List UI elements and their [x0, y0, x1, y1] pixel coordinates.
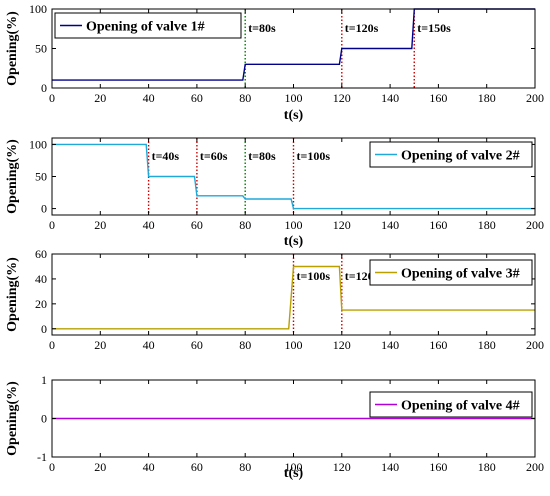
legend: Opening of valve 2#: [369, 141, 533, 168]
event-label: t=80s: [248, 149, 276, 163]
x-tick-label: 60: [191, 218, 203, 232]
y-axis-title: Opening(%): [5, 257, 20, 332]
x-tick-label: 160: [429, 460, 447, 474]
x-tick-label: 0: [49, 338, 55, 352]
x-tick-label: 200: [526, 91, 544, 105]
x-tick-label: 140: [381, 460, 399, 474]
y-tick-label: 20: [35, 297, 47, 311]
x-tick-label: 80: [239, 460, 251, 474]
y-axis-title: Opening(%): [5, 11, 20, 86]
x-tick-label: 80: [239, 218, 251, 232]
x-tick-label: 100: [285, 460, 303, 474]
event-label: t=120s: [345, 21, 379, 35]
x-tick-label: 140: [381, 338, 399, 352]
event-label: t=40s: [152, 149, 180, 163]
x-tick-label: 60: [191, 338, 203, 352]
x-tick-label: 20: [94, 218, 106, 232]
x-tick-label: 180: [478, 218, 496, 232]
x-tick-label: 160: [429, 91, 447, 105]
x-tick-label: 120: [333, 338, 351, 352]
x-tick-label: 100: [285, 91, 303, 105]
x-tick-label: 160: [429, 338, 447, 352]
x-tick-label: 40: [143, 338, 155, 352]
series-line-1: [52, 8, 535, 81]
y-tick-label: 40: [35, 272, 47, 286]
event-label: t=150s: [417, 21, 451, 35]
legend: Opening of valve 4#: [369, 391, 533, 418]
y-axis-title: Opening(%): [5, 139, 20, 214]
x-tick-label: 40: [143, 91, 155, 105]
x-axis-title: t(s): [284, 466, 304, 481]
x-axis-title: t(s): [284, 234, 304, 249]
x-tick-label: 200: [526, 218, 544, 232]
x-tick-label: 120: [333, 91, 351, 105]
x-tick-label: 40: [143, 460, 155, 474]
event-label: t=100s: [297, 269, 331, 283]
x-tick-label: 20: [94, 338, 106, 352]
x-tick-label: 200: [526, 338, 544, 352]
event-label: t=100s: [297, 149, 331, 163]
y-tick-label: 0: [41, 202, 47, 216]
panel-4: 0 20 40 60 80 100 120 140 160 180 200-101Opening(%…: [5, 373, 544, 481]
y-axis-title: Opening(%): [5, 381, 20, 456]
x-tick-label: 40: [143, 218, 155, 232]
x-tick-label: 180: [478, 460, 496, 474]
y-tick-label: 50: [35, 170, 47, 184]
legend-entry: Opening of valve 1#: [86, 20, 205, 35]
x-axis-title: t(s): [284, 108, 304, 123]
x-tick-label: 100: [285, 218, 303, 232]
legend-box: [54, 12, 242, 39]
y-tick-label: 100: [29, 137, 47, 151]
x-tick-label: 20: [94, 460, 106, 474]
x-tick-label: 140: [381, 218, 399, 232]
x-tick-label: 60: [191, 460, 203, 474]
x-tick-label: 120: [333, 218, 351, 232]
x-tick-label: 80: [239, 338, 251, 352]
legend-entry: Opening of valve 2#: [401, 149, 520, 164]
x-tick-label: 100: [285, 338, 303, 352]
panel-2: 0 20 40 60 80 100 120 140 160 180 200 0 50 100 t=40s t=…: [5, 137, 544, 249]
event-label: t=80s: [248, 21, 276, 35]
x-tick-label: 200: [526, 460, 544, 474]
x-tick-label: 20: [94, 91, 106, 105]
x-tick-label: 180: [478, 338, 496, 352]
y-tick-label: 50: [35, 42, 47, 56]
legend-entry: Opening of valve 4#: [401, 399, 520, 414]
y-tick-label: -1: [37, 450, 47, 464]
legend-entry: Opening of valve 3#: [401, 267, 520, 282]
x-tick-label: 0: [49, 218, 55, 232]
panel-1: 0 20 40 60 80 100 120 140 160 180 200 0 50 100 t=80s t=…: [5, 2, 544, 123]
x-tick-label: 120: [333, 460, 351, 474]
legend: Opening of valve 3#: [369, 259, 533, 286]
x-tick-label: 140: [381, 91, 399, 105]
x-tick-label: 180: [478, 91, 496, 105]
y-tick-label: 0: [41, 81, 47, 95]
x-tick-label: 0: [49, 460, 55, 474]
series-line-1: [52, 265, 535, 330]
y-tick-label: 60: [35, 247, 47, 261]
x-tick-label: 80: [239, 91, 251, 105]
y-tick-label: 0: [41, 412, 47, 426]
panel-3: 0 20 40 60 80 100 120 140 160 180 200 0 20 40 60 t=100s…: [5, 247, 544, 352]
x-tick-label: 160: [429, 218, 447, 232]
y-tick-label: 100: [29, 2, 47, 16]
x-tick-label: 0: [49, 91, 55, 105]
x-tick-label: 60: [191, 91, 203, 105]
event-label: t=60s: [200, 149, 228, 163]
y-tick-label: 1: [41, 373, 47, 387]
series-line-1: [52, 143, 535, 210]
y-tick-label: 0: [41, 322, 47, 336]
legend: Opening of valve 1#: [54, 12, 242, 39]
